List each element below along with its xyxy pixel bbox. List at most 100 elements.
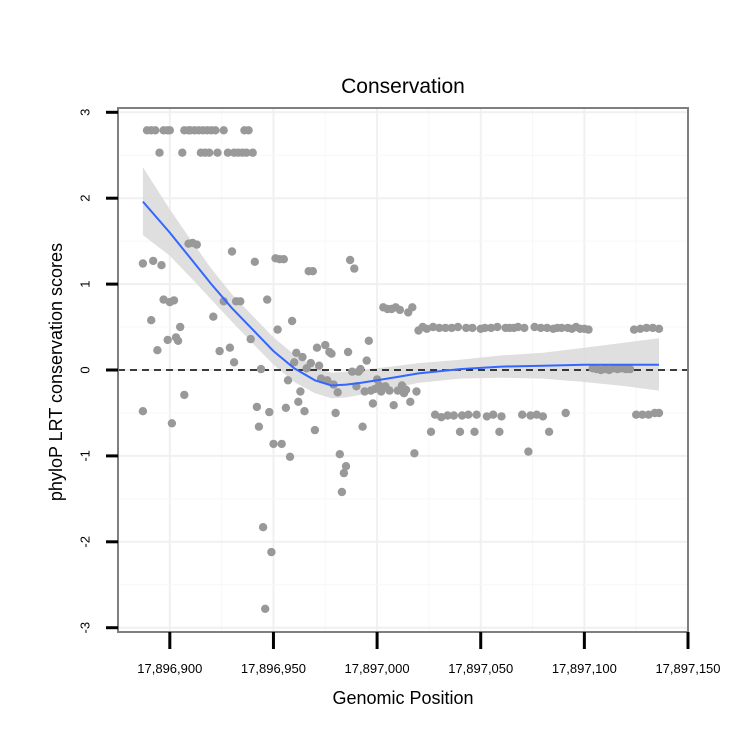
- data-point: [654, 324, 664, 333]
- y-tick-label: -1: [77, 450, 92, 462]
- data-point: [252, 402, 262, 412]
- data-point: [486, 323, 496, 333]
- data-point: [489, 410, 498, 419]
- data-point: [209, 312, 218, 321]
- data-point: [314, 361, 324, 370]
- data-point: [343, 347, 353, 357]
- data-point: [321, 340, 330, 350]
- data-point: [219, 126, 228, 135]
- data-point: [176, 322, 185, 332]
- data-point: [281, 403, 291, 412]
- data-point: [261, 604, 270, 613]
- data-point: [227, 247, 237, 256]
- data-point: [455, 427, 465, 436]
- data-point: [350, 264, 359, 273]
- data-point: [544, 427, 554, 436]
- y-tick-label: 2: [77, 195, 92, 202]
- data-point: [468, 323, 477, 333]
- data-point: [335, 450, 344, 459]
- data-point: [358, 422, 367, 431]
- data-point: [155, 148, 164, 157]
- data-point: [244, 126, 253, 135]
- data-point: [269, 439, 278, 449]
- smooth-line-group: [142, 200, 659, 387]
- data-point: [348, 367, 357, 376]
- data-point: [225, 343, 235, 352]
- data-point: [530, 322, 539, 332]
- x-axis: 17,896,900 17,896,950 17,897,000 17,897,050…: [137, 632, 721, 676]
- data-point: [138, 259, 148, 268]
- data-point: [518, 410, 527, 419]
- data-point: [167, 419, 177, 428]
- data-point: [561, 408, 570, 418]
- data-point: [163, 335, 172, 345]
- data-point: [395, 305, 405, 315]
- data-point: [524, 447, 533, 456]
- data-point: [147, 316, 156, 325]
- data-point: [331, 408, 340, 418]
- confidence-band: [142, 167, 659, 399]
- x-tick-label: 17,897,050: [448, 661, 513, 676]
- data-point: [536, 323, 545, 333]
- data-point: [497, 412, 506, 421]
- data-point: [169, 296, 179, 305]
- data-point: [287, 316, 297, 326]
- data-point: [341, 462, 351, 471]
- data-point: [453, 322, 463, 332]
- data-point: [632, 410, 641, 419]
- data-point: [408, 303, 417, 312]
- data-point: [219, 297, 228, 306]
- data-point: [151, 126, 160, 135]
- data-point: [323, 376, 332, 385]
- data-point: [312, 343, 322, 352]
- data-point: [648, 323, 657, 333]
- data-point: [625, 364, 635, 374]
- y-axis: -3 -2 -1 0 1 2 3: [77, 109, 118, 634]
- data-point: [250, 257, 259, 266]
- data-point: [180, 390, 189, 400]
- data-point: [283, 376, 293, 385]
- data-point: [472, 410, 481, 419]
- data-point: [449, 411, 458, 420]
- y-tick-label: 1: [77, 280, 92, 287]
- data-point: [441, 323, 450, 333]
- data-point: [389, 401, 398, 410]
- confidence-band-area: [142, 167, 659, 399]
- data-point: [223, 148, 233, 157]
- data-point: [211, 126, 220, 135]
- data-point: [457, 411, 467, 420]
- data-point: [356, 364, 365, 374]
- y-tick-label: -2: [77, 536, 92, 548]
- data-point: [443, 411, 452, 420]
- data-point: [213, 148, 222, 157]
- data-point: [192, 240, 201, 249]
- y-tick-label: 3: [77, 109, 92, 116]
- y-tick-label: 0: [77, 366, 92, 373]
- data-point: [422, 324, 431, 333]
- data-point: [426, 427, 436, 436]
- y-axis-label: phyloP LRT conservation scores: [46, 243, 66, 501]
- x-tick-label: 17,897,100: [552, 661, 617, 676]
- data-point: [542, 323, 552, 333]
- x-tick-label: 17,897,150: [655, 661, 720, 676]
- data-point: [229, 358, 239, 367]
- data-point: [513, 322, 523, 332]
- smooth-line: [142, 200, 659, 387]
- data-point: [258, 523, 268, 532]
- data-point: [636, 324, 645, 333]
- data-point: [428, 322, 438, 332]
- data-point: [364, 336, 373, 345]
- data-point: [337, 487, 347, 497]
- data-point: [294, 397, 303, 406]
- data-point: [538, 412, 548, 421]
- data-point: [248, 148, 257, 157]
- y-tick-label: -3: [77, 622, 92, 634]
- data-point: [279, 255, 288, 264]
- data-point: [406, 397, 415, 406]
- data-point: [447, 323, 456, 333]
- data-point: [149, 256, 158, 266]
- data-point: [254, 422, 264, 431]
- data-point: [267, 547, 276, 557]
- x-tick-label: 17,896,950: [241, 661, 306, 676]
